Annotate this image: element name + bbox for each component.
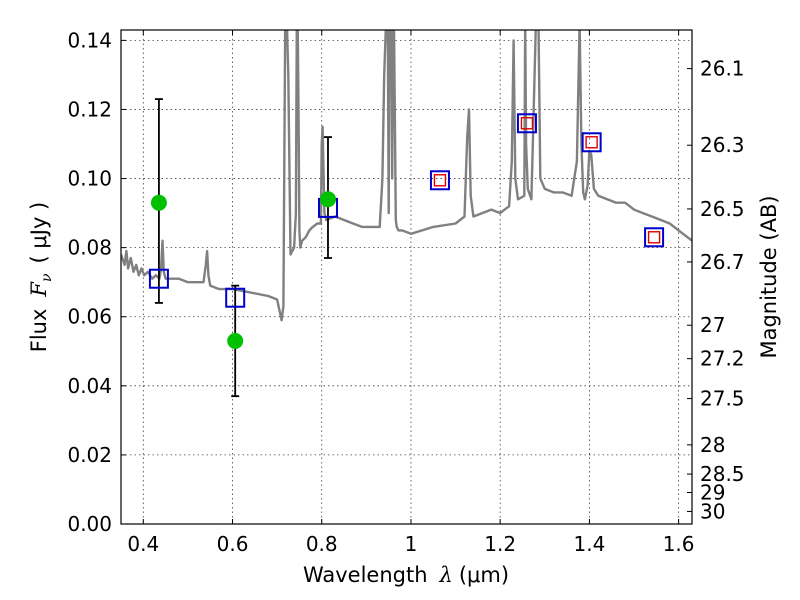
model-photometry-point [581,132,602,153]
y-tick-label: 0.00 [67,512,112,536]
observed-photometry-point [227,332,244,349]
y-tick-label: 0.06 [67,305,112,329]
x-tick-label: 0.6 [217,532,249,556]
y2-axis-title: Magnitude (AB) [757,195,781,358]
model-photometry-point [148,268,169,289]
y-axis: 0.00 0.02 0.04 0.06 0.08 0.10 0.12 0.14 [67,28,126,536]
y2-tick-label: 26.5 [700,197,745,221]
y2-tick-label: 27.2 [700,347,745,371]
x-tick-label: 0.4 [127,532,159,556]
y2-tick-label: 26.7 [700,250,745,274]
y-tick-label: 0.12 [67,97,112,121]
observed-photometry-point [319,191,336,208]
x-tick-label: 1.2 [484,532,516,556]
x-axis: 0.4 0.6 0.8 1 1.2 1.4 1.6 [127,30,695,556]
observed-ir-point [647,231,661,244]
y2-tick-label: 29 [700,480,725,504]
observed-ir-point [520,117,534,130]
x-axis-title: Wavelength λ (μm) [303,563,509,587]
y-tick-label: 0.02 [67,443,112,467]
x-tick-label: 1.4 [573,532,605,556]
x-tick-label: 1 [405,532,418,556]
model-photometry-point [225,287,246,308]
model-photometry-point [516,113,537,134]
y2-tick-label: 26.3 [700,133,745,157]
y-axis-title: FluxFν( μJy ) [27,202,55,352]
y-tick-label: 0.10 [67,167,112,191]
plot-area [121,30,692,398]
x-tick-label: 0.8 [306,532,338,556]
y2-tick-label: 28.5 [700,462,745,486]
grid [121,30,692,524]
y-tick-label: 0.14 [67,28,112,52]
y2-tick-label: 28 [700,433,725,457]
observed-ir-point [433,174,447,187]
x-tick-label: 1.6 [663,532,695,556]
axes-frame [120,29,693,525]
y-tick-label: 0.04 [67,374,112,398]
y2-tick-label: 27.5 [700,387,745,411]
observed-photometry-point [150,194,167,211]
y-tick-label: 0.08 [67,236,112,260]
model-photometry-point [429,170,450,191]
y2-tick-label: 26.1 [700,57,745,81]
spectrum-line [121,30,692,322]
y2-tick-label: 27 [700,313,725,337]
model-photometry-point [644,227,665,248]
y2-tick-label: 30 [700,499,725,523]
observed-ir-point [585,136,598,149]
